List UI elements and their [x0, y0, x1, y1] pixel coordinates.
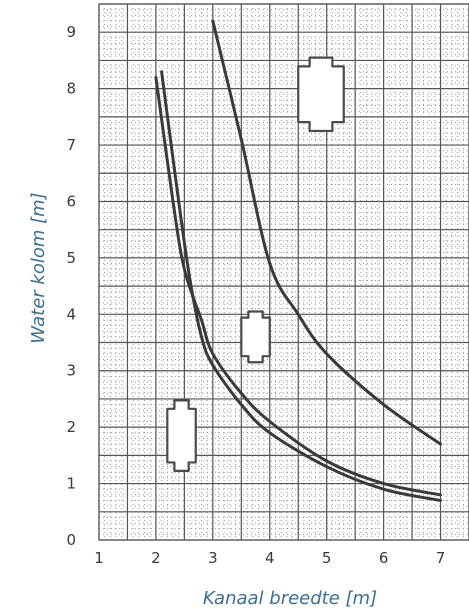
x-tick-label: 7 — [436, 549, 446, 567]
y-tick-label: 8 — [66, 80, 76, 98]
plot-area — [99, 4, 469, 540]
x-tick-label: 4 — [265, 549, 275, 567]
y-tick-label: 3 — [66, 362, 76, 380]
y-tick-label: 9 — [66, 23, 76, 41]
x-axis-title: Kanaal breedte [m] — [203, 588, 377, 609]
y-tick-label: 5 — [66, 249, 76, 267]
small-bottle-icon — [166, 399, 197, 472]
series-line-1 — [154, 75, 442, 497]
large-bottle-icon-outline — [297, 56, 345, 133]
series-line-2 — [160, 70, 442, 502]
x-tick-label: 6 — [379, 549, 389, 567]
y-tick-label: 6 — [66, 192, 76, 210]
y-tick-label: 4 — [66, 305, 76, 323]
y-axis-title: Water kolom [m] — [28, 192, 49, 343]
y-tick-label: 7 — [66, 136, 76, 154]
x-tick-label: 5 — [322, 549, 332, 567]
x-tick-label: 3 — [208, 549, 218, 567]
x-tick-label: 2 — [151, 549, 161, 567]
icon-layer — [166, 56, 345, 472]
x-tick-label: 1 — [94, 549, 104, 567]
y-tick-label: 1 — [66, 475, 76, 493]
grid — [98, 3, 469, 541]
series-layer — [154, 19, 442, 502]
y-tick-label: 2 — [66, 418, 76, 436]
y-tick-label: 0 — [66, 531, 76, 549]
large-bottle-icon — [297, 56, 345, 133]
medium-bottle-icon — [240, 310, 271, 364]
small-bottle-icon-outline — [166, 399, 197, 472]
medium-bottle-icon-outline — [240, 310, 271, 364]
plot-border — [98, 3, 469, 541]
series-line-3 — [211, 19, 442, 446]
